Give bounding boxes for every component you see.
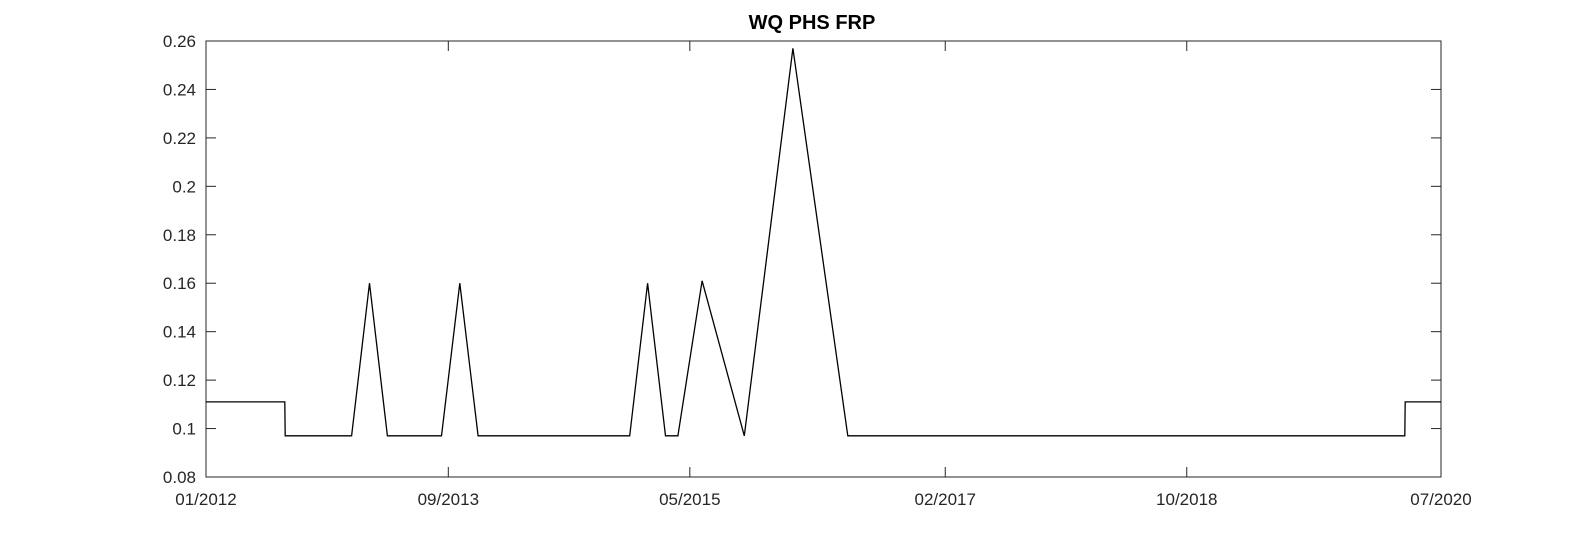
- y-tick-label: 0.08: [163, 468, 196, 487]
- y-tick-label: 0.22: [163, 129, 196, 148]
- y-tick-label: 0.2: [172, 177, 196, 196]
- series-line-0: [206, 48, 1441, 437]
- x-tick-label: 10/2018: [1156, 490, 1217, 509]
- y-tick-label: 0.1: [172, 420, 196, 439]
- x-tick-label: 07/2020: [1410, 490, 1471, 509]
- series-layer: [206, 48, 1441, 437]
- x-axis: 01/2012 09/2013 05/2015 02/2017 10/2018 07/20…: [175, 41, 1472, 509]
- y-tick-label: 0.16: [163, 274, 196, 293]
- y-tick-label: 0.26: [163, 32, 196, 51]
- y-tick-label: 0.24: [163, 80, 196, 99]
- x-tick-label: 05/2015: [659, 490, 720, 509]
- y-tick-label: 0.12: [163, 371, 196, 390]
- x-tick-label: 09/2013: [418, 490, 479, 509]
- y-axis: 0.08 0.1 0.12 0.14 0.16 0.18 0.2 0.22 0.24 0.26: [163, 32, 1441, 487]
- plot-area-frame: [205, 40, 1442, 478]
- y-tick-label: 0.18: [163, 226, 196, 245]
- x-tick-label: 01/2012: [175, 490, 236, 509]
- x-tick-label: 02/2017: [915, 490, 976, 509]
- chart-title: WQ PHS FRP: [749, 12, 876, 34]
- y-tick-label: 0.14: [163, 323, 196, 342]
